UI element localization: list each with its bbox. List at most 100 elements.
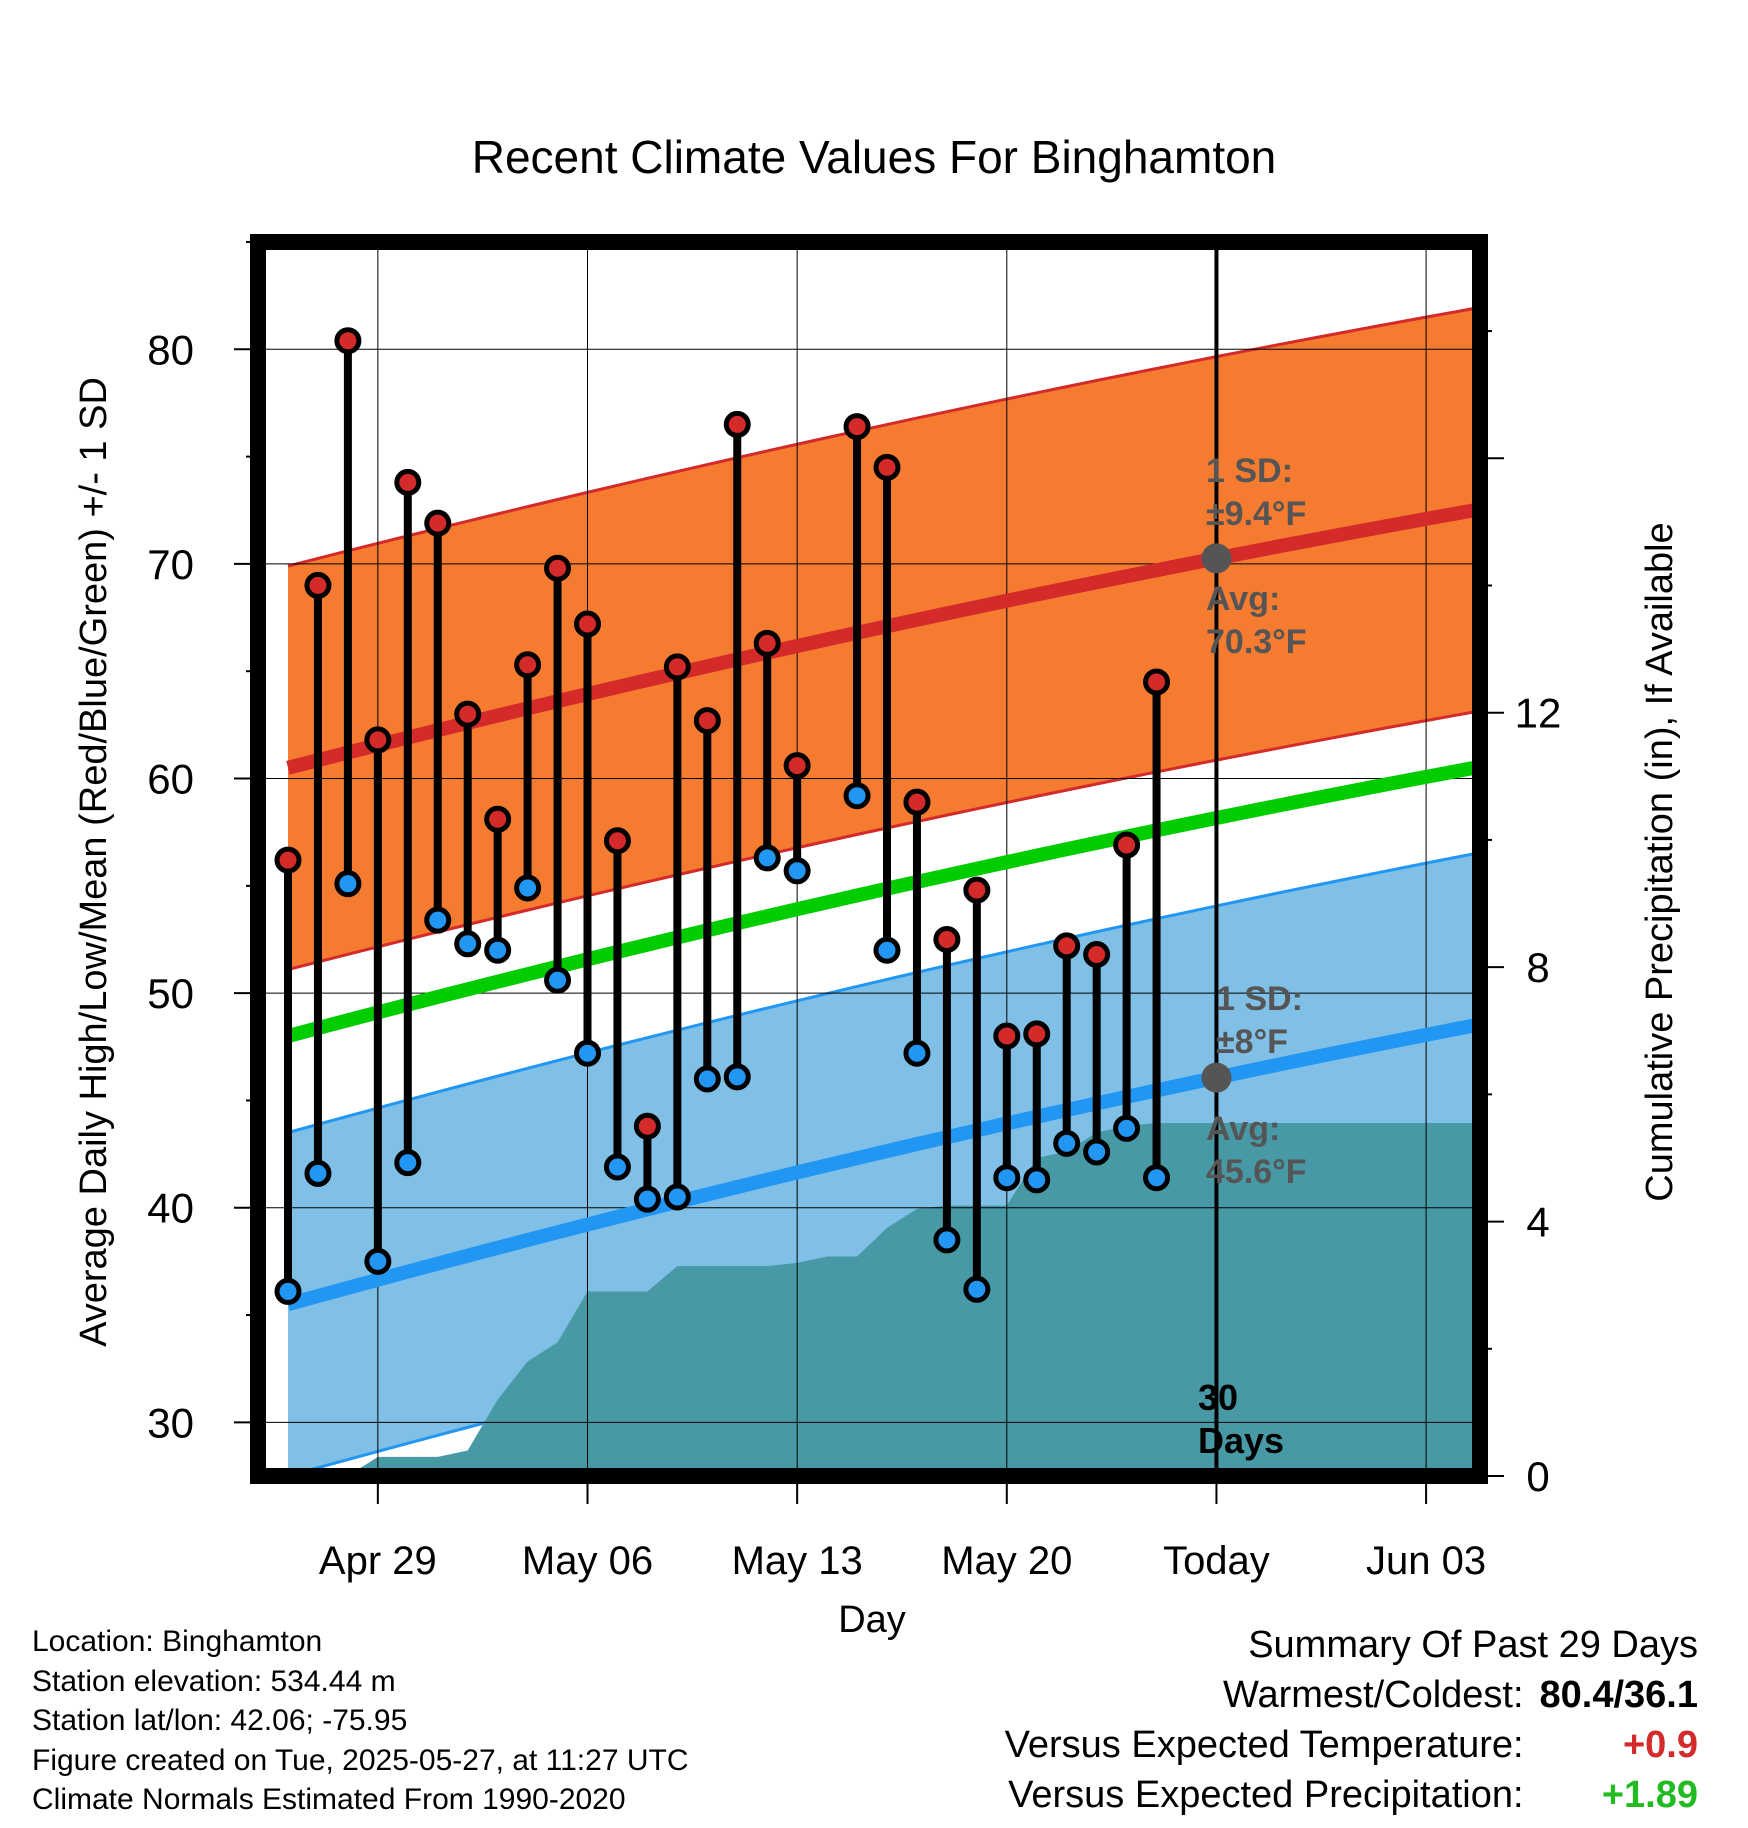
daily-high-point [424, 509, 452, 537]
daily-high-point [394, 468, 422, 496]
daily-low-point [1053, 1129, 1081, 1157]
daily-low-point [544, 966, 572, 994]
daily-high-point [1053, 932, 1081, 960]
location-text: Location: Binghamton [32, 1625, 323, 1658]
chart-title: Recent Climate Values For Binghamton [472, 131, 1277, 183]
high-sd-label: 1 SD: [1206, 452, 1293, 490]
summary-warmest-row: Warmest/Coldest: 80.4/36.1 [1005, 1670, 1698, 1720]
daily-low-point [1113, 1114, 1141, 1142]
y2-tick-label: 0 [1526, 1453, 1549, 1500]
normal-low-line [286, 1017, 1480, 1312]
plot-area [258, 242, 1480, 1476]
y-axis-label: Average Daily High/Low/Mean (Red/Blue/Gr… [73, 377, 115, 1347]
low-band-upper-edge [287, 851, 1480, 1135]
daily-high-point [574, 610, 601, 638]
daily-high-point [753, 629, 781, 657]
axes: 30 40 50 60 70 80 0 4 8 12 Apr 29 May 06 May 13 May 2… [147, 234, 1562, 1583]
daily-high-point [304, 571, 332, 599]
today-normal-high-marker [1201, 543, 1232, 574]
daily-low-point [993, 1164, 1021, 1192]
y-tick-label: 80 [147, 326, 194, 373]
daily-high-point [454, 700, 482, 728]
plot-frame [250, 234, 1488, 1484]
daily-high-point [663, 653, 691, 681]
daily-low-point [394, 1149, 422, 1177]
daily-low-point [693, 1065, 721, 1093]
warmest-label: Warmest/Coldest: [1222, 1674, 1524, 1716]
elevation-text: Station elevation: 534.44 m [32, 1664, 396, 1698]
daily-high-point [1083, 941, 1111, 969]
daily-high-point [484, 805, 512, 833]
daily-low-point [783, 857, 811, 885]
station-info: Location: Binghamton Station elevation: … [32, 1622, 689, 1820]
daily-high-point [783, 752, 811, 780]
daily-low-point [454, 930, 482, 958]
latlon-text: Station lat/lon: 42.06; -75.95 [32, 1704, 408, 1737]
y2-axis-label: Cumulative Precipitation (in), If Availa… [1639, 522, 1681, 1201]
daily-low-point [424, 906, 452, 934]
daily-low-point [633, 1185, 661, 1213]
x-tick-label: May 20 [941, 1539, 1072, 1583]
y2-tick-label: 4 [1526, 1199, 1549, 1246]
high-avg-label: Avg: [1206, 580, 1280, 618]
y2-tick-label: 8 [1526, 944, 1549, 991]
daily-low-point [304, 1159, 332, 1187]
today-days-count: 30 [1198, 1377, 1238, 1418]
high-avg-value: 70.3°F [1206, 623, 1307, 661]
daily-low-point [1023, 1166, 1051, 1194]
temp-value: +0.9 [1622, 1724, 1698, 1766]
daily-high-point [603, 827, 631, 855]
x-tick-label: May 13 [732, 1539, 863, 1583]
x-tick-label: Today [1163, 1539, 1270, 1583]
daily-high-point [993, 1022, 1021, 1050]
daily-high-point [873, 453, 901, 481]
precip-value: +1.89 [1601, 1774, 1698, 1816]
warmest-value: 80.4/36.1 [1539, 1674, 1698, 1716]
summary-panel: Summary Of Past 29 Days Warmest/Coldest:… [1005, 1620, 1698, 1820]
daily-high-point [334, 327, 362, 355]
precip-label: Versus Expected Precipitation: [1008, 1774, 1524, 1816]
x-tick-label: May 06 [522, 1539, 653, 1583]
daily-low-point [274, 1277, 302, 1305]
daily-low-point [873, 936, 901, 964]
daily-low-point [933, 1226, 961, 1254]
daily-low-point [364, 1247, 392, 1275]
today-normal-low-marker [1201, 1062, 1232, 1093]
y2-tick-label: 12 [1515, 690, 1562, 737]
daily-high-point [1023, 1020, 1051, 1048]
daily-high-point [843, 413, 871, 441]
daily-low-point [574, 1039, 601, 1067]
daily-high-point [933, 925, 961, 953]
daily-high-point [723, 410, 751, 438]
summary-precip-row: Versus Expected Precipitation: +1.89 [1005, 1770, 1698, 1820]
daily-high-point [514, 651, 542, 679]
daily-low-point [753, 844, 781, 872]
y-tick-label: 50 [147, 970, 194, 1017]
x-tick-label: Jun 03 [1366, 1539, 1486, 1583]
daily-high-point [693, 707, 721, 735]
daily-high-point [274, 846, 302, 874]
y-tick-label: 40 [147, 1185, 194, 1232]
high-band-upper-edge [287, 305, 1480, 568]
x-axis-label: Day [838, 1599, 906, 1641]
daily-low-point [723, 1063, 751, 1091]
low-avg-value: 45.6°F [1206, 1153, 1307, 1191]
daily-high-point [1113, 831, 1141, 859]
daily-low-point [903, 1039, 931, 1067]
daily-high-point [903, 788, 931, 816]
summary-temp-row: Versus Expected Temperature: +0.9 [1005, 1720, 1698, 1770]
high-sd-value: ±9.4°F [1206, 495, 1306, 533]
daily-low-point [484, 936, 512, 964]
daily-low-point [963, 1275, 991, 1303]
low-sd-value: ±8°F [1216, 1023, 1288, 1061]
plot-content [258, 242, 1480, 1476]
axis-titles: Day Average Daily High/Low/Mean (Red/Blu… [73, 377, 1681, 1641]
daily-low-point [1083, 1138, 1111, 1166]
normals-text: Climate Normals Estimated From 1990-2020 [32, 1783, 626, 1816]
y-tick-label: 70 [147, 541, 194, 588]
daily-low-point [514, 874, 542, 902]
daily-high-point [1143, 668, 1171, 696]
daily-high-point [963, 876, 991, 904]
daily-high-point [633, 1112, 661, 1140]
precipitation-area [288, 1122, 1480, 1476]
